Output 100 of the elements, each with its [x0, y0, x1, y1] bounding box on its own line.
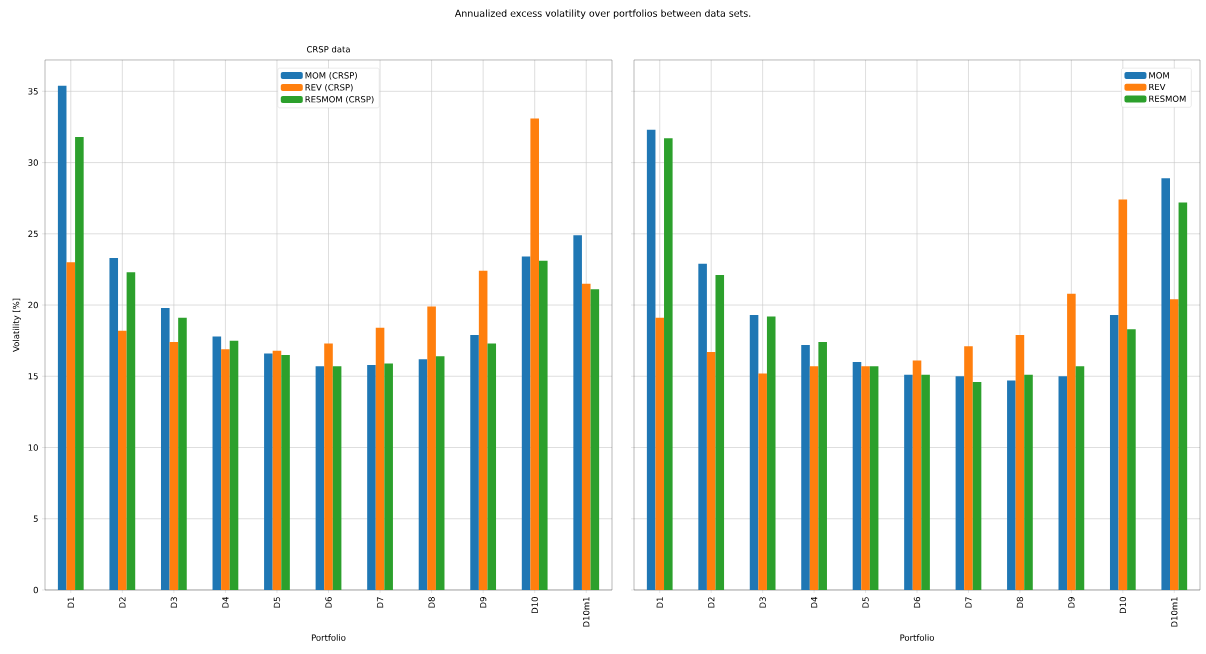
bar — [384, 363, 393, 590]
bar — [590, 289, 600, 590]
bar — [324, 343, 333, 590]
bar — [869, 366, 879, 590]
bar — [221, 349, 230, 590]
bar — [538, 260, 548, 590]
bar — [698, 263, 707, 590]
bar — [521, 256, 531, 590]
bar — [706, 352, 716, 590]
x-tick-label: D2 — [119, 597, 126, 608]
y-tick-label: 30 — [28, 159, 38, 166]
y-tick-label: 20 — [28, 301, 38, 309]
bar — [1007, 380, 1016, 590]
x-axis-title: Portfolio — [900, 634, 934, 641]
bar — [809, 366, 819, 590]
bar — [530, 118, 539, 590]
y-tick-label: 25 — [28, 230, 38, 238]
x-tick-label: D10 — [1119, 597, 1127, 613]
bar — [715, 275, 725, 590]
bar — [664, 138, 673, 590]
bar — [375, 327, 385, 590]
bar — [852, 362, 862, 590]
x-tick-label: D10m1 — [1171, 597, 1178, 627]
bar — [118, 330, 127, 590]
y-axis-title: Volatility [%] — [12, 298, 21, 352]
x-tick-label: D1 — [67, 597, 74, 608]
bar — [169, 342, 179, 590]
chart-subtitle: CRSP data — [306, 45, 350, 53]
bar — [921, 374, 930, 590]
bar — [478, 270, 488, 590]
bar — [766, 316, 776, 590]
bar — [126, 272, 136, 590]
legend-label: MOM — [1149, 72, 1169, 79]
x-tick-label: D9 — [479, 597, 487, 608]
legend-label: REV (CRSP) — [305, 84, 353, 92]
x-tick-label: D5 — [273, 597, 281, 608]
bar — [427, 306, 436, 590]
x-tick-label: D7 — [376, 597, 384, 608]
bar — [109, 258, 119, 590]
y-tick-label: 5 — [33, 515, 38, 522]
x-tick-label: D10 — [531, 597, 538, 613]
bar — [272, 350, 282, 590]
legend-label: RESMOM — [1149, 95, 1186, 102]
bar — [315, 366, 325, 590]
bar — [655, 317, 665, 590]
bar — [972, 381, 982, 590]
bar — [1058, 376, 1068, 590]
bar — [1015, 334, 1025, 590]
bar — [178, 317, 187, 590]
y-tick-label: 0 — [33, 586, 38, 594]
x-tick-label: D9 — [1068, 597, 1075, 608]
bar — [1067, 293, 1076, 590]
bar — [1127, 329, 1136, 590]
bar — [160, 307, 170, 590]
y-tick-label: 10 — [28, 444, 38, 451]
bar — [749, 315, 759, 590]
x-tick-label: D7 — [965, 597, 972, 608]
bar — [1109, 315, 1119, 590]
bar — [435, 356, 445, 590]
x-tick-label: D3 — [759, 597, 766, 608]
bar — [801, 344, 810, 590]
bar — [1161, 178, 1170, 590]
x-tick-label: D4 — [222, 596, 229, 608]
bar — [212, 336, 222, 590]
bar — [1075, 366, 1085, 590]
legend-label: MOM (CRSP) — [305, 72, 357, 80]
bar — [912, 360, 922, 590]
bar — [573, 235, 582, 590]
legend-label: RESMOM (CRSP) — [305, 95, 374, 104]
x-tick-label: D4 — [811, 596, 818, 608]
bar — [367, 364, 376, 590]
bar — [861, 366, 870, 590]
legend-label: REV — [1149, 83, 1166, 91]
bar — [1178, 202, 1188, 590]
bar — [57, 85, 67, 590]
bar — [66, 262, 76, 590]
bar — [955, 376, 965, 590]
bar — [470, 334, 479, 590]
x-tick-label: D1 — [656, 597, 663, 608]
chart-title: Annualized excess volatility over portfolios between data sets. — [454, 9, 751, 19]
x-tick-label: D8 — [428, 597, 435, 608]
x-tick-label: D6 — [325, 597, 332, 608]
x-tick-label: D2 — [708, 597, 715, 608]
bar — [75, 136, 84, 590]
y-tick-label: 15 — [28, 373, 38, 380]
bar — [281, 354, 290, 590]
bar — [1118, 199, 1128, 590]
x-tick-label: D10m1 — [583, 597, 590, 627]
x-tick-label: D6 — [913, 597, 921, 608]
bar — [964, 346, 973, 590]
bar — [581, 283, 591, 590]
bar — [1170, 299, 1179, 590]
bar — [904, 374, 913, 590]
x-tick-label: D5 — [862, 597, 869, 608]
bar — [229, 340, 239, 590]
x-axis-title: Portfolio — [311, 634, 346, 641]
bar — [1024, 374, 1033, 590]
x-tick-label: D3 — [170, 597, 178, 608]
bar — [646, 129, 656, 590]
bar — [487, 343, 497, 590]
